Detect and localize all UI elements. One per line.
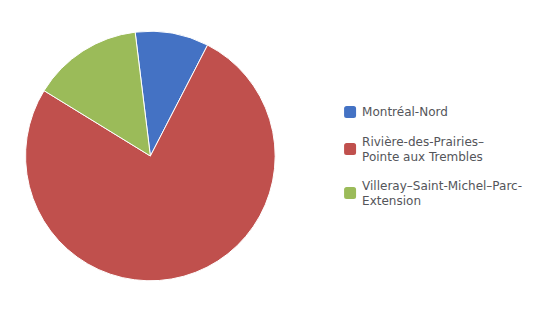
svg-text:Extension: Extension	[362, 194, 421, 208]
svg-text:Villeray–Saint-Michel–Parc-: Villeray–Saint-Michel–Parc-	[362, 179, 522, 193]
svg-text:Montréal-Nord: Montréal-Nord	[362, 105, 448, 119]
svg-text:Rivière-des-Prairies–: Rivière-des-Prairies–	[362, 135, 484, 149]
svg-text:Pointe aux Trembles: Pointe aux Trembles	[362, 150, 483, 164]
